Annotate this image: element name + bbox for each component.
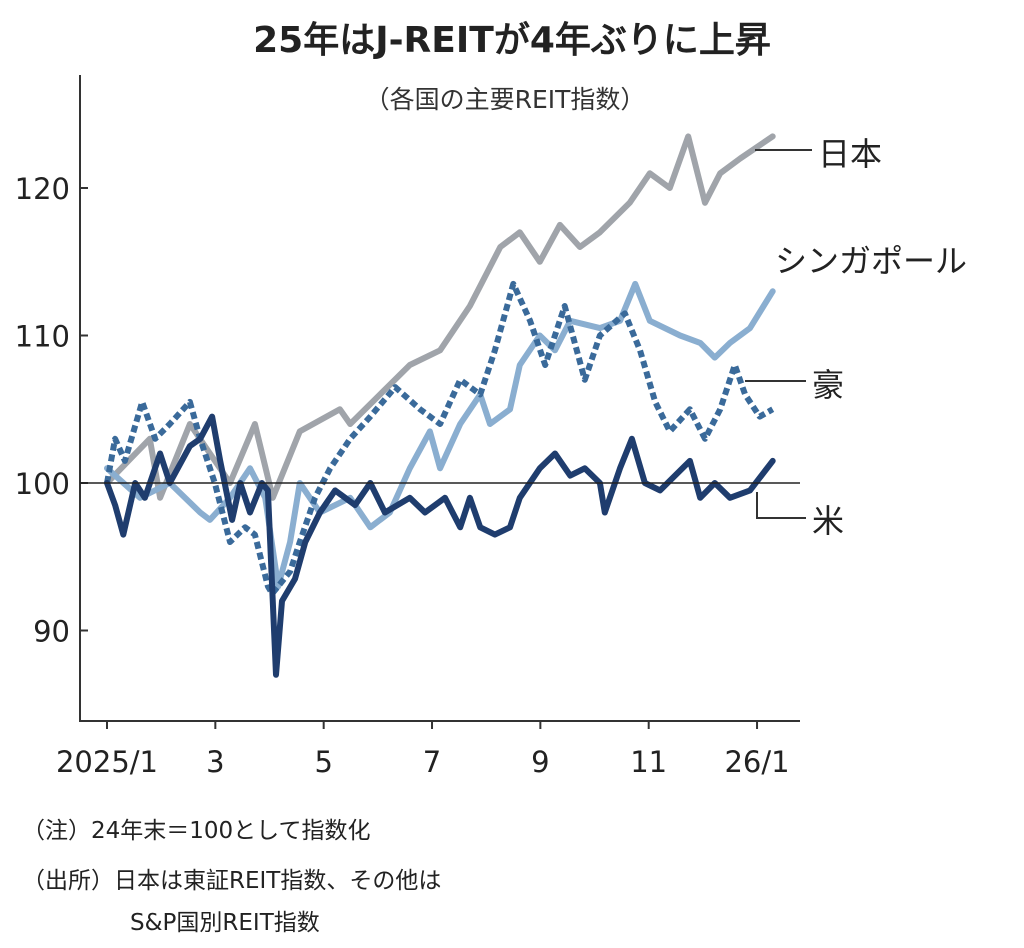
chart-subtitle: （各国の主要REIT指数） [365, 85, 646, 114]
leader-line-米 [756, 492, 806, 519]
axes: 90 100 110 120 2025/1 3 5 7 9 11 26/1 [15, 75, 800, 779]
series-label-豪: 豪 [812, 366, 844, 404]
y-tick-label: 100 [15, 467, 70, 501]
note-2: （出所）日本は東証REIT指数、その他は [22, 868, 441, 894]
y-tick-label: 120 [15, 172, 70, 206]
series-line-日本 [104, 133, 776, 501]
x-tick-label: 7 [423, 745, 441, 779]
series-label-米: 米 [812, 502, 844, 540]
note-1: （注）24年末＝100として指数化 [22, 818, 370, 844]
y-tick-label: 110 [15, 320, 70, 354]
x-tick-label: 26/1 [724, 745, 789, 779]
x-tick-label: 2025/1 [56, 745, 158, 779]
series-line-シンガポール [104, 280, 776, 590]
x-tick-label: 3 [206, 745, 224, 779]
series-lines [80, 133, 800, 678]
chart-title: 25年はJ-REITが4年ぶりに上昇 [253, 20, 771, 61]
series-label-シンガポール: シンガポール [775, 242, 967, 280]
series-label-日本: 日本 [818, 135, 882, 173]
x-tick-label: 5 [314, 745, 332, 779]
series-line-米 [104, 413, 776, 678]
note-3: S&P国別REIT指数 [130, 910, 320, 936]
x-tick-label: 9 [531, 745, 549, 779]
y-tick-label: 90 [33, 615, 70, 649]
x-tick-label: 11 [630, 745, 667, 779]
